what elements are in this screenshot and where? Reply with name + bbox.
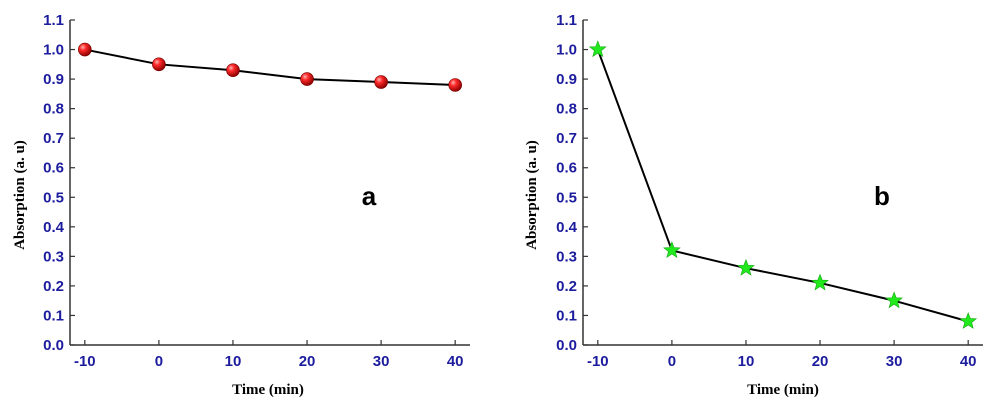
chart-a-y-tick-label: 0.6: [43, 160, 64, 177]
chart-b-series-line: [596, 49, 969, 323]
chart-a-y-tick-label: 0.9: [43, 71, 64, 88]
chart-b-y-tick-label: 0.8: [556, 101, 577, 118]
chart-a-y-tick-label: 0.1: [43, 307, 64, 324]
chart-b-x-tick-label: 0: [668, 353, 676, 370]
chart-a-data-point: [448, 78, 462, 92]
chart-a-y-tick-label: 0.3: [43, 248, 64, 265]
chart-a-data-point: [300, 72, 314, 86]
chart-b-y-tick-label: 0.2: [556, 278, 577, 295]
chart-b-data-point: [662, 241, 681, 259]
chart-a-y-tick-label: 0.2: [43, 278, 64, 295]
chart-b-y-tick-label: 0.4: [556, 219, 578, 236]
chart-a-x-tick-label: 40: [447, 353, 464, 370]
chart-a-x-tick-label: 30: [373, 353, 390, 370]
chart-a-y-tick-label: 0.0: [43, 337, 64, 354]
chart-b-x-tick-label: -10: [587, 353, 609, 370]
chart-a-y-axis-title: Absorption (a. u): [12, 140, 28, 250]
chart-b-data-point: [811, 273, 829, 291]
chart-b-panel-label: b: [874, 181, 890, 211]
chart-b-y-tick-label: 0.5: [556, 189, 577, 206]
chart-a-y-tick-label: 0.8: [43, 101, 64, 118]
chart-b-y-tick-label: 0.6: [556, 160, 577, 177]
chart-a-y-tick-label: 0.7: [43, 130, 64, 147]
chart-b-x-axis-title: Time (min): [747, 382, 819, 398]
chart-b-x-tick-label: 40: [960, 353, 977, 370]
chart-b-y-tick-label: 0.9: [556, 71, 577, 88]
chart-b-y-tick-label: 1.0: [556, 42, 577, 59]
chart-b-data-point: [588, 40, 607, 58]
chart-b-y-tick-label: 0.3: [556, 248, 577, 265]
chart-a-y-tick-label: 0.4: [43, 219, 65, 236]
chart-a-x-axis-title: Time (min): [232, 382, 304, 398]
chart-b-data-point: [737, 258, 755, 276]
chart-a-panel-label: a: [362, 181, 377, 211]
chart-a-y-tick-label: 0.5: [43, 189, 64, 206]
chart-a-data-point: [226, 63, 240, 78]
chart-b-data-point: [885, 291, 904, 309]
chart-b-x-tick-label: 30: [886, 353, 903, 370]
chart-a-x-tick-label: 0: [155, 353, 163, 370]
chart-b-x-tick-label: 20: [812, 353, 829, 370]
chart-a-x-tick-label: 20: [299, 353, 316, 370]
chart-a-y-tick-label: 1.0: [43, 42, 64, 59]
chart-b-y-axis-title: Absorption (a. u): [524, 140, 540, 250]
chart-a-x-tick-label: -10: [74, 353, 96, 370]
chart-b-x-tick-label: 10: [738, 353, 755, 370]
chart-b-y-tick-label: 0.0: [556, 337, 577, 354]
chart-a-data-point: [374, 75, 388, 89]
chart-a-series-line: [84, 48, 456, 86]
chart-b-y-tick-label: 1.1: [556, 12, 577, 29]
chart-b-data-point: [959, 312, 978, 329]
chart-a-y-tick-label: 1.1: [43, 12, 64, 29]
chart-b-y-tick-label: 0.1: [556, 307, 577, 324]
chart-b-y-tick-label: 0.7: [556, 130, 577, 147]
chart-a-data-point: [78, 42, 92, 57]
chart-b: Absorption (a. u) Time (min) b 0.0 0.1 0.2…: [524, 12, 983, 398]
chart-a-x-tick-label: 10: [225, 353, 242, 370]
chart-a-data-point: [152, 57, 166, 72]
chart-a: Absorption (a. u) Time (min) a 0.0 0.1 0.2…: [12, 12, 470, 398]
